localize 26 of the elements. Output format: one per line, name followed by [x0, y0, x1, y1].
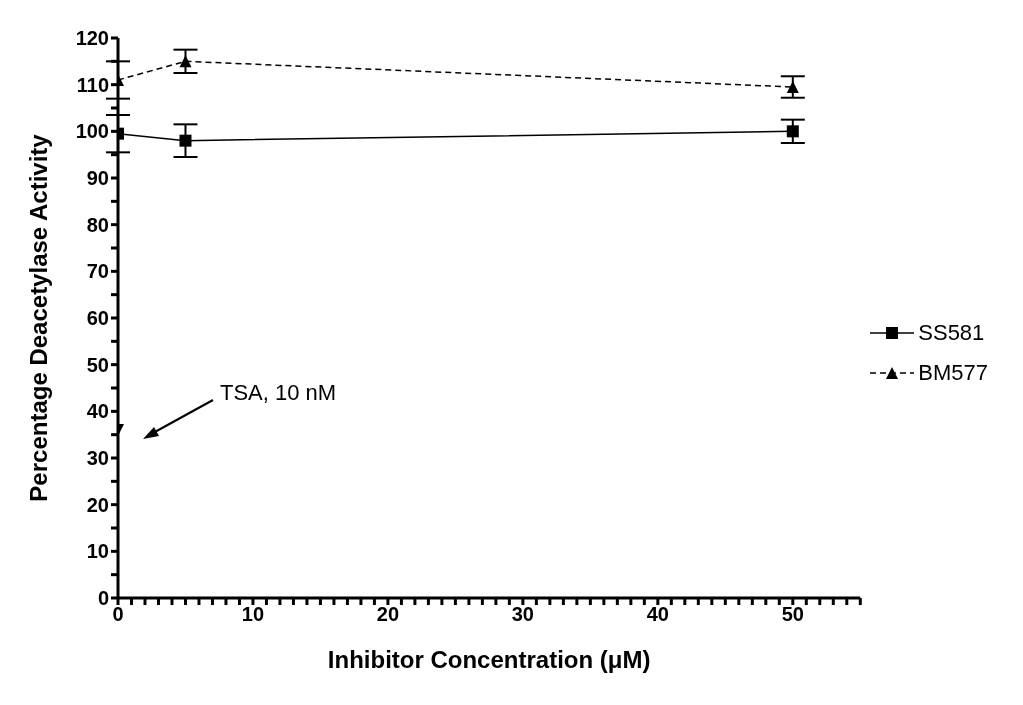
y-tick-label: 90 — [86, 167, 109, 190]
x-axis-title: Inhibitor Concentration (μM) — [327, 646, 651, 673]
y-tick-label: 110 — [76, 73, 109, 96]
y-tick-label: 70 — [86, 260, 109, 283]
x-tick-label: 10 — [241, 603, 265, 626]
y-tick-label: 50 — [86, 353, 109, 376]
y-tick-label: 80 — [86, 213, 109, 236]
annotation: TSA, 10 nM — [220, 380, 337, 405]
x-tick-label: 30 — [511, 603, 535, 626]
y-tick-label: 120 — [75, 27, 109, 50]
y-tick-label: 60 — [86, 307, 109, 330]
legend-label: SS581 — [918, 320, 985, 346]
x-tick-label: 20 — [376, 603, 400, 626]
x-tick-label: 50 — [781, 603, 804, 626]
y-tick-label: 30 — [86, 447, 109, 470]
point — [786, 125, 799, 138]
y-tick-label: 10 — [86, 540, 109, 563]
x-tick-label: 40 — [646, 603, 669, 626]
y-axis-title: Percentage Deacetylase Activity — [24, 133, 52, 502]
legend-label: BM577 — [918, 360, 988, 386]
x-tick-label: 0 — [112, 603, 124, 626]
y-tick-label: 0 — [97, 587, 109, 610]
y-tick-label: 40 — [86, 400, 109, 423]
y-tick-label: 20 — [86, 493, 109, 516]
point — [786, 81, 799, 93]
y-tick-label: 100 — [75, 120, 109, 143]
